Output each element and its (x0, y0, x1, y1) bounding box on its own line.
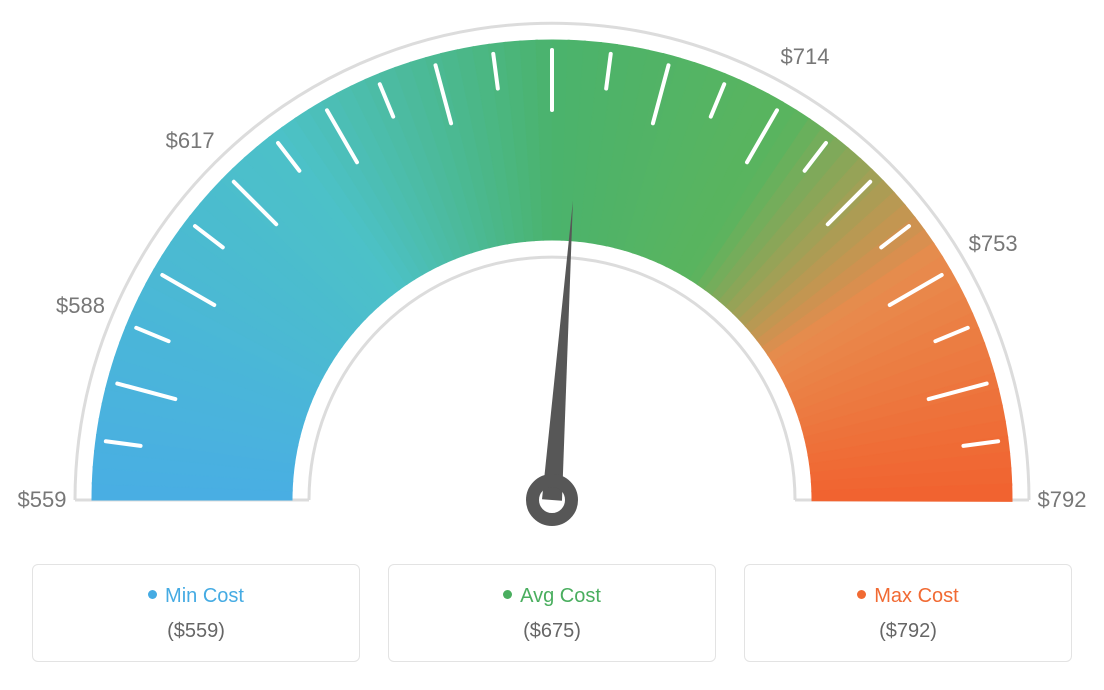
gauge-tick-label: $792 (1038, 487, 1087, 513)
legend-title-max: Max Cost (755, 585, 1061, 608)
gauge-svg (0, 0, 1104, 560)
legend-card-avg: Avg Cost ($675) (388, 564, 716, 662)
gauge-tick-label: $617 (166, 128, 215, 154)
legend-card-max: Max Cost ($792) (744, 564, 1072, 662)
legend-label: Avg Cost (520, 585, 601, 607)
gauge-tick-label: $753 (969, 231, 1018, 257)
dot-icon (148, 590, 157, 599)
dot-icon (857, 590, 866, 599)
legend-title-min: Min Cost (43, 585, 349, 608)
gauge-tick-label: $714 (781, 44, 830, 70)
legend-row: Min Cost ($559) Avg Cost ($675) Max Cost… (32, 564, 1072, 662)
legend-label: Max Cost (874, 585, 958, 607)
legend-card-min: Min Cost ($559) (32, 564, 360, 662)
dot-icon (503, 590, 512, 599)
gauge-tick-label: $559 (18, 487, 67, 513)
gauge-tick-label: $675 (524, 0, 573, 3)
legend-value-avg: ($675) (399, 620, 705, 643)
legend-value-max: ($792) (755, 620, 1061, 643)
legend-title-avg: Avg Cost (399, 585, 705, 608)
legend-label: Min Cost (165, 585, 244, 607)
legend-value-min: ($559) (43, 620, 349, 643)
gauge-tick-label: $588 (56, 293, 105, 319)
cost-gauge: $559 $588 $617 $675 $714 $753 $792 (0, 0, 1104, 560)
